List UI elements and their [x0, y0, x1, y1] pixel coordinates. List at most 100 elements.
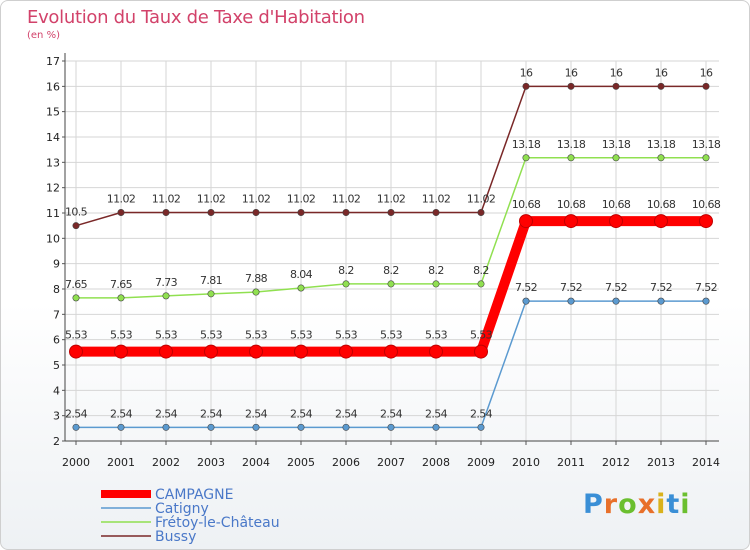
y-tick-label: 15	[46, 106, 60, 119]
x-tick-label: 2002	[152, 456, 180, 469]
data-label-campagne: 5.53	[110, 329, 133, 342]
point-fretoy-le-chateau	[252, 288, 260, 296]
data-label-campagne: 5.53	[380, 329, 403, 342]
point-campagne	[429, 344, 443, 359]
x-tick-label: 2004	[242, 456, 270, 469]
data-label-campagne: 5.53	[335, 329, 358, 342]
y-tick-label: 17	[46, 55, 60, 68]
chart-title: Evolution du Taux de Taxe d'Habitation	[27, 7, 365, 28]
point-fretoy-le-chateau	[432, 280, 440, 288]
point-fretoy-le-chateau	[567, 154, 575, 162]
point-bussy	[387, 208, 395, 216]
point-bussy	[117, 208, 125, 216]
data-label-bussy: 11.02	[377, 192, 406, 205]
y-tick-label: 10	[46, 232, 60, 245]
y-tick-label: 2	[53, 435, 60, 448]
data-label-campagne: 5.53	[470, 329, 493, 342]
point-fretoy-le-chateau	[117, 294, 125, 302]
data-label-catigny: 2.54	[65, 407, 88, 420]
point-campagne	[564, 214, 578, 229]
data-label-catigny: 7.52	[560, 281, 582, 294]
data-label-fretoy-le-chateau: 8.2	[383, 264, 399, 277]
logo-letter: r	[603, 489, 619, 520]
x-tick-label: 2001	[107, 456, 135, 469]
point-campagne	[69, 344, 83, 359]
data-labels: 5.53 5.53 5.53 5.53 5.53 5.53 5.53 5.53 5.53 5.53…	[65, 66, 721, 420]
data-label-bussy: 11.02	[422, 192, 451, 205]
data-label-catigny: 2.54	[335, 407, 358, 420]
data-label-bussy: 11.02	[107, 192, 136, 205]
logo-letter: x	[637, 489, 657, 520]
point-campagne	[384, 344, 398, 359]
data-label-bussy: 11.02	[152, 192, 181, 205]
point-fretoy-le-chateau	[477, 280, 485, 288]
data-label-catigny: 2.54	[380, 407, 403, 420]
data-label-fretoy-le-chateau: 8.2	[473, 264, 489, 277]
data-label-catigny: 2.54	[290, 407, 313, 420]
data-label-catigny: 2.54	[245, 407, 268, 420]
point-catigny	[297, 423, 305, 431]
point-fretoy-le-chateau	[387, 280, 395, 288]
point-campagne	[519, 214, 533, 229]
point-fretoy-le-chateau	[297, 284, 305, 292]
series-group	[69, 82, 713, 431]
data-label-fretoy-le-chateau: 7.88	[245, 272, 268, 285]
x-tick-label: 2003	[197, 456, 225, 469]
data-label-bussy: 11.02	[242, 192, 271, 205]
data-label-catigny: 2.54	[155, 407, 178, 420]
point-campagne	[294, 344, 308, 359]
x-tick-label: 2011	[557, 456, 585, 469]
data-label-fretoy-le-chateau: 7.81	[200, 274, 222, 287]
x-tick-label: 2013	[647, 456, 675, 469]
y-tick-label: 14	[46, 131, 60, 144]
point-catigny	[162, 423, 170, 431]
point-catigny	[387, 423, 395, 431]
data-label-catigny: 7.52	[515, 281, 537, 294]
point-bussy	[252, 208, 260, 216]
point-catigny	[657, 297, 665, 305]
data-label-bussy: 10.5	[65, 206, 88, 219]
y-tick-label: 7	[53, 308, 60, 321]
point-fretoy-le-chateau	[612, 154, 620, 162]
y-tick-label: 3	[53, 410, 60, 423]
data-label-catigny: 7.52	[695, 281, 717, 294]
gridlines	[65, 60, 719, 442]
point-catigny	[342, 423, 350, 431]
data-label-fretoy-le-chateau: 7.65	[65, 278, 88, 291]
data-label-bussy: 11.02	[467, 192, 496, 205]
x-tick-label: 2010	[512, 456, 540, 469]
data-label-catigny: 7.52	[605, 281, 627, 294]
legend-label-fretoy-le-chateau: Frétoy-le-Château	[155, 515, 280, 531]
y-axis-ticks: 2 3 4 5 6 7 8 9 10 11 12 13 14 15 16 17	[46, 55, 65, 448]
point-fretoy-le-chateau	[342, 280, 350, 288]
point-bussy	[297, 208, 305, 216]
point-catigny	[702, 297, 710, 305]
y-tick-label: 11	[46, 207, 60, 220]
point-bussy	[477, 208, 485, 216]
data-label-campagne: 5.53	[200, 329, 223, 342]
logo-letter: o	[618, 489, 638, 520]
data-label-bussy: 16	[565, 66, 578, 79]
data-label-campagne: 5.53	[290, 329, 313, 342]
point-campagne	[204, 344, 218, 359]
x-axis-ticks: 2000 2001 2002 2003 2004 2005 2006 2007 2008 2009…	[62, 441, 720, 469]
point-catigny	[477, 423, 485, 431]
data-label-fretoy-le-chateau: 13.18	[692, 138, 721, 151]
point-catigny	[567, 297, 575, 305]
y-tick-label: 9	[53, 258, 60, 271]
data-label-catigny: 2.54	[425, 407, 448, 420]
data-label-catigny: 2.54	[110, 407, 133, 420]
point-bussy	[702, 82, 710, 90]
point-catigny	[207, 423, 215, 431]
data-label-campagne: 10.68	[602, 198, 631, 211]
y-tick-label: 8	[53, 283, 60, 296]
data-label-fretoy-le-chateau: 13.18	[512, 138, 541, 151]
point-fretoy-le-chateau	[657, 154, 665, 162]
data-label-bussy: 16	[520, 66, 533, 79]
data-label-fretoy-le-chateau: 7.65	[110, 278, 133, 291]
x-tick-label: 2005	[287, 456, 315, 469]
y-tick-label: 6	[53, 334, 60, 347]
point-catigny	[252, 423, 260, 431]
